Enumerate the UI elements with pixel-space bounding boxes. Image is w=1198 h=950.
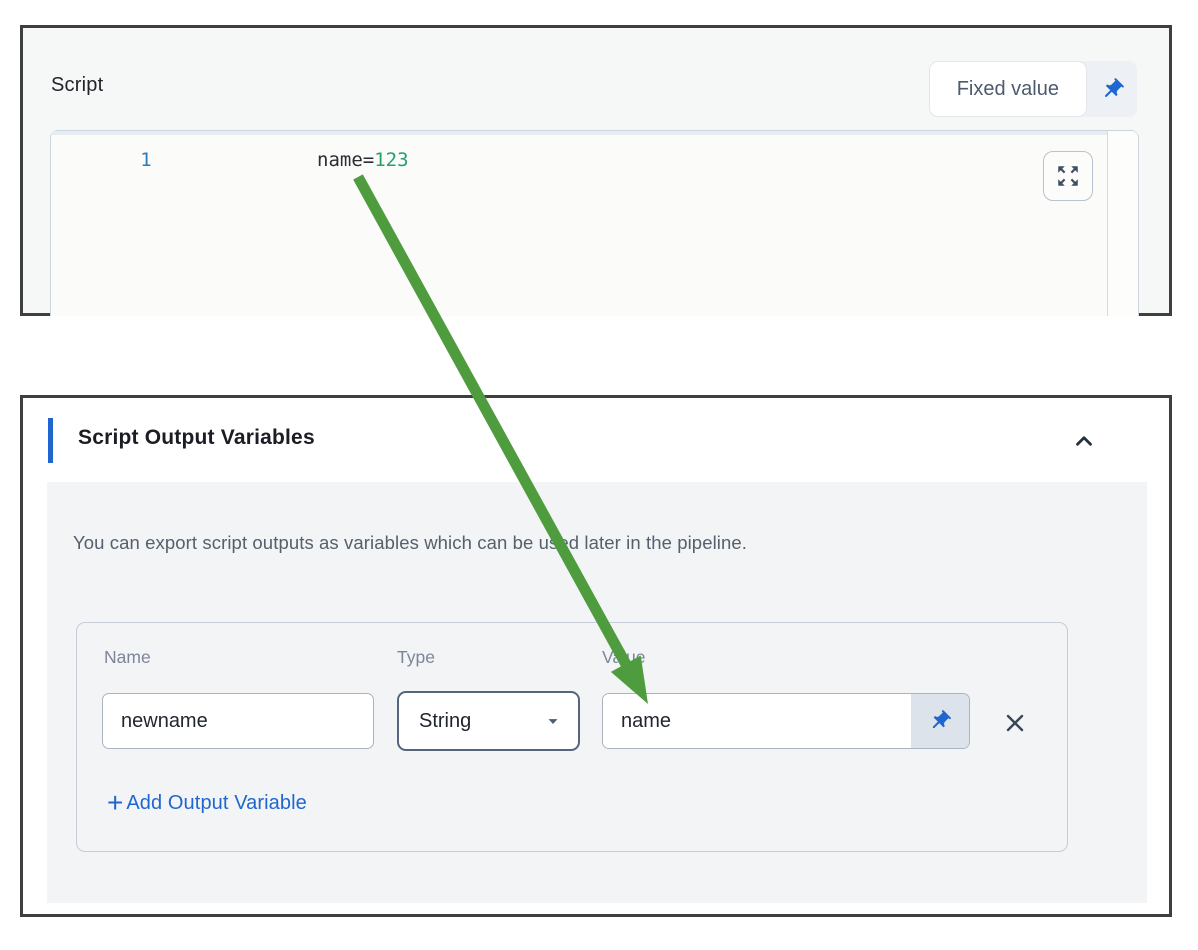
variable-type-selected-value: String (419, 709, 472, 732)
output-variable-row: Name Type Value String (76, 622, 1068, 852)
section-description: You can export script outputs as variabl… (73, 532, 748, 553)
code-plain-token: name= (317, 149, 375, 171)
add-output-variable-label: Add Output Variable (126, 791, 307, 814)
value-column-label: Value (602, 647, 646, 667)
script-code-editor[interactable]: 1 name=123 (50, 130, 1139, 316)
name-column-label: Name (104, 647, 151, 667)
variable-value-field (602, 693, 970, 749)
pin-toggle-button[interactable] (1087, 61, 1137, 117)
section-body: You can export script outputs as variabl… (47, 482, 1147, 903)
editor-scrollbar[interactable] (1107, 131, 1138, 316)
script-section-label: Script (51, 74, 104, 96)
editor-top-border (51, 131, 1138, 135)
section-title: Script Output Variables (78, 426, 315, 449)
plus-icon: + (107, 787, 124, 818)
variable-type-select[interactable]: String (397, 691, 580, 751)
caret-down-icon (544, 712, 562, 730)
variable-value-input[interactable] (603, 694, 911, 748)
script-output-variables-section: Script Output Variables You can export s… (20, 395, 1172, 917)
add-output-variable-button[interactable]: + Add Output Variable (107, 785, 307, 821)
type-column-label: Type (397, 647, 435, 667)
section-accent-bar (48, 418, 53, 463)
expand-editor-button[interactable] (1043, 151, 1093, 201)
code-number-token: 123 (374, 149, 409, 171)
fullscreen-expand-icon (1055, 163, 1081, 189)
fixed-value-button[interactable]: Fixed value (928, 61, 1087, 117)
script-section: Script Fixed value 1 name=123 (20, 25, 1172, 316)
chevron-up-icon (1071, 428, 1097, 454)
delete-variable-button[interactable] (999, 707, 1031, 739)
pin-icon (1100, 77, 1125, 102)
code-line: 1 name=123 (51, 149, 1107, 177)
runtime-input-control: Fixed value (928, 61, 1137, 117)
collapse-section-button[interactable] (1067, 424, 1101, 458)
code-text: name=123 (317, 149, 409, 171)
variable-name-input[interactable] (102, 693, 374, 749)
pin-icon (928, 709, 952, 733)
line-number-gutter: 1 (140, 149, 152, 171)
close-icon (1003, 711, 1027, 735)
value-pin-toggle-button[interactable] (911, 694, 969, 748)
